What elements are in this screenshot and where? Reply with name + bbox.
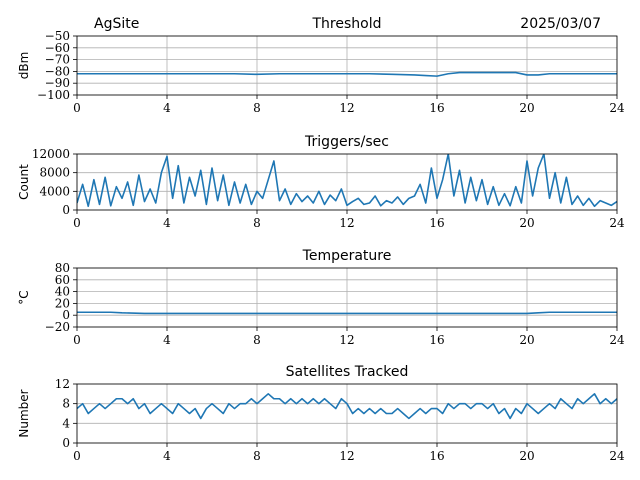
threshold-xtick-label: 16 xyxy=(429,101,444,115)
satellites-ytick-label: 12 xyxy=(55,377,70,391)
temperature-ytick-label: 0 xyxy=(62,308,70,322)
site-name: AgSite xyxy=(94,16,139,32)
temperature-ylabel: °C xyxy=(17,290,31,304)
threshold-xtick-label: 20 xyxy=(519,101,534,115)
threshold-ytick-label: −80 xyxy=(45,64,70,78)
threshold-panel: 0 4 8 12 16 20 24 −100−90−80−70−60−50 Threshold d… xyxy=(17,16,625,115)
triggers-xtick-label: 12 xyxy=(339,216,354,230)
temperature-xtick-label: 12 xyxy=(339,333,354,347)
satellites-xtick-label: 20 xyxy=(519,449,534,463)
temperature-xtick-label: 16 xyxy=(429,333,444,347)
satellites-series-line xyxy=(77,393,617,420)
satellites-xtick-label: 0 xyxy=(73,449,81,463)
triggers-ytick-label: 8000 xyxy=(39,166,70,180)
temperature-xtick-label: 24 xyxy=(609,333,625,347)
threshold-ytick-label: −70 xyxy=(45,53,70,67)
threshold-xtick-label: 12 xyxy=(339,101,354,115)
report-date: 2025/03/07 xyxy=(520,16,601,32)
threshold-ytick-label: −90 xyxy=(45,76,70,90)
satellites-title: Satellites Tracked xyxy=(286,364,409,380)
temperature-xtick-label: 0 xyxy=(73,333,81,347)
threshold-xtick-label: 8 xyxy=(253,101,261,115)
satellites-ylabel: Number xyxy=(17,389,31,437)
triggers-xtick-label: 24 xyxy=(609,216,625,230)
triggers-series-line xyxy=(77,154,617,208)
threshold-series-line xyxy=(77,71,617,77)
triggers-xtick-label: 16 xyxy=(429,216,444,230)
temperature-xtick-label: 20 xyxy=(519,333,534,347)
triggers-title: Triggers/sec xyxy=(304,134,389,150)
triggers-panel: 0 4 8 12 16 20 24 0 4000 8000 12000 Triggers/sec Cou… xyxy=(17,134,625,230)
temperature-ytick-label: −20 xyxy=(45,320,70,334)
satellites-xtick-label: 24 xyxy=(609,449,625,463)
threshold-ytick-label: −50 xyxy=(45,29,70,43)
threshold-xtick-label: 4 xyxy=(163,101,171,115)
triggers-ytick-label: 12000 xyxy=(32,147,70,161)
triggers-ylabel: Count xyxy=(17,164,31,200)
temperature-title: Temperature xyxy=(302,248,392,264)
threshold-xtick-label: 24 xyxy=(609,101,625,115)
temperature-ytick-label: 60 xyxy=(55,273,70,287)
triggers-xtick-label: 0 xyxy=(73,216,81,230)
triggers-xtick-label: 8 xyxy=(253,216,261,230)
temperature-ytick-label: 40 xyxy=(55,285,70,299)
temperature-ytick-label: 20 xyxy=(55,296,70,310)
satellites-xtick-label: 8 xyxy=(253,449,261,463)
satellites-ytick-label: 8 xyxy=(62,397,70,411)
triggers-xtick-label: 20 xyxy=(519,216,534,230)
threshold-title: Threshold xyxy=(312,16,382,32)
triggers-ytick-label: 0 xyxy=(62,203,70,217)
triggers-xtick-label: 4 xyxy=(163,216,171,230)
temperature-series-line xyxy=(77,311,617,315)
threshold-ytick-label: −60 xyxy=(45,41,70,55)
threshold-ytick-label: −100 xyxy=(37,88,70,102)
triggers-ytick-label: 4000 xyxy=(39,184,70,198)
threshold-xtick-label: 0 xyxy=(73,101,81,115)
temperature-xtick-label: 8 xyxy=(253,333,261,347)
threshold-ylabel: dBm xyxy=(17,52,31,80)
temperature-xtick-label: 4 xyxy=(163,333,171,347)
satellites-xtick-label: 4 xyxy=(163,449,171,463)
satellites-ytick-label: 4 xyxy=(62,416,70,430)
satellites-ytick-label: 0 xyxy=(62,436,70,450)
satellites-panel: 0 4 8 12 16 20 24 0 4 8 12 Satellites Tracked Number xyxy=(17,364,625,463)
plot-panels: 0 4 8 12 16 20 24 −100−90−80−70−60−50 Threshold d… xyxy=(17,16,625,463)
satellites-xtick-label: 12 xyxy=(339,449,354,463)
temperature-ytick-label: 80 xyxy=(55,261,70,275)
satellites-xtick-label: 16 xyxy=(429,449,444,463)
